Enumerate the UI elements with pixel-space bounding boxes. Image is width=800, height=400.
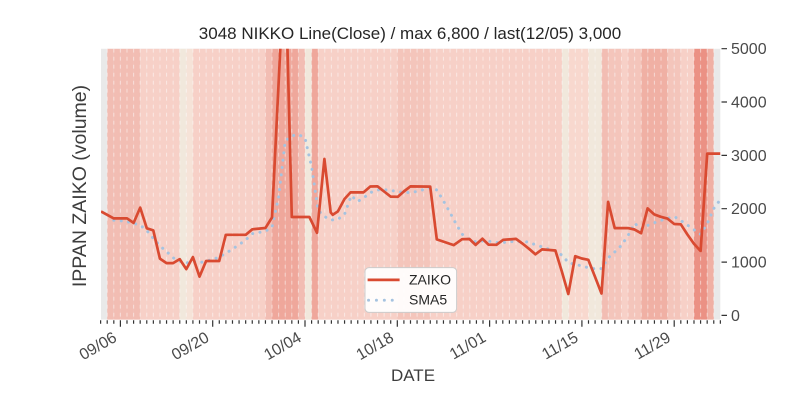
svg-text:11/15: 11/15: [539, 329, 581, 363]
svg-text:10/18: 10/18: [354, 329, 397, 364]
svg-text:3048 NIKKO Line(Close) / max 6: 3048 NIKKO Line(Close) / max 6,800 / las…: [199, 24, 621, 43]
svg-text:11/01: 11/01: [447, 329, 489, 363]
svg-text:DATE: DATE: [391, 366, 435, 385]
svg-text:10/04: 10/04: [261, 329, 304, 364]
svg-text:09/06: 09/06: [77, 329, 120, 364]
svg-text:5000: 5000: [731, 41, 767, 58]
svg-text:4000: 4000: [731, 95, 767, 112]
svg-text:3000: 3000: [731, 148, 767, 165]
svg-text:09/20: 09/20: [169, 329, 212, 364]
svg-text:ZAIKO: ZAIKO: [409, 272, 451, 288]
svg-text:SMA5: SMA5: [409, 291, 447, 307]
svg-text:1000: 1000: [731, 255, 767, 272]
svg-text:11/29: 11/29: [632, 329, 674, 363]
svg-text:IPPAN ZAIKO (volume): IPPAN ZAIKO (volume): [69, 85, 91, 287]
svg-text:2000: 2000: [731, 201, 767, 218]
svg-text:0: 0: [731, 308, 740, 325]
